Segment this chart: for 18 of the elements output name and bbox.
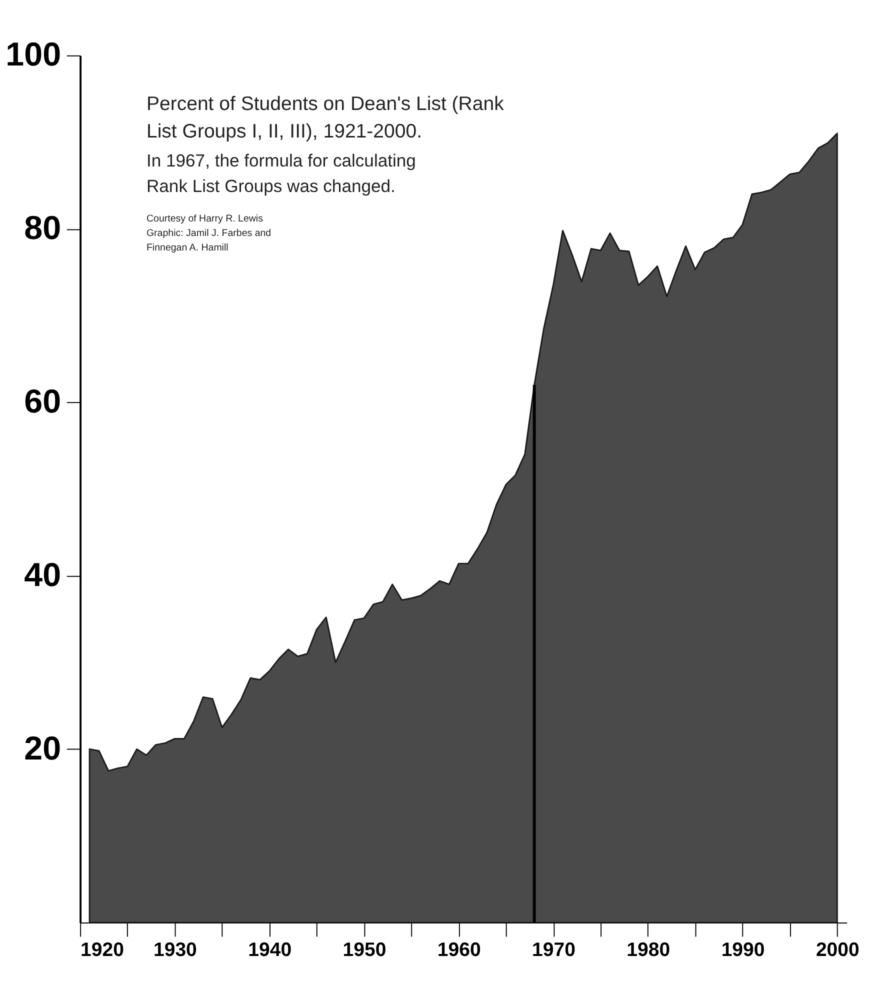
x-tick-label: 2000	[816, 939, 860, 962]
x-tick-label: 1970	[532, 939, 576, 962]
annotation: Graphic: Jamil J. Farbes and Finnegan A. Hamill	[146, 228, 272, 254]
x-tick-label: 1960	[437, 939, 481, 962]
y-tick-label: 80	[24, 210, 62, 248]
text: Percent of Students on Dean's List (Rank List Groups I, II, III), 1921-2000.	[146, 93, 504, 142]
x-tick-label: 1940	[248, 939, 292, 962]
x-tick-label: 1920	[80, 939, 124, 962]
y-tick-label: 100	[6, 36, 62, 74]
y-tick-label: 60	[24, 384, 62, 421]
y-tick-label: 40	[24, 556, 62, 594]
x-tick-label: 1980	[626, 939, 670, 962]
annotation: Courtesy of Harry R. Lewis	[146, 213, 264, 224]
x-tick-label: 1930	[153, 939, 198, 962]
x-tick-label: 1950	[342, 939, 386, 962]
x-tick-label: 1990	[721, 939, 765, 962]
y-tick-label: 20	[24, 730, 62, 768]
text: In 1967, the formula for calculating Rank List Groups was changed.	[146, 150, 416, 196]
